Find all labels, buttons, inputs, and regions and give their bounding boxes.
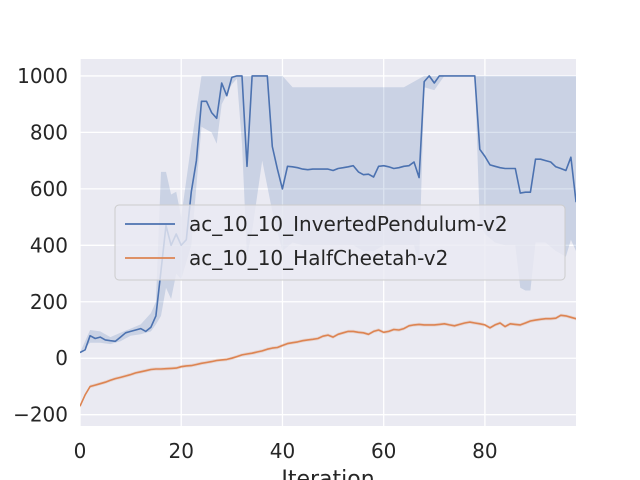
x-axis-label: Iteration: [281, 467, 374, 480]
x-tick-label: 80: [472, 439, 497, 463]
y-tick-label: 400: [30, 233, 68, 257]
series-line-1: [80, 314, 576, 407]
legend-box: [114, 204, 566, 281]
y-tick-label: −200: [13, 403, 68, 427]
y-tick-label: 1000: [17, 64, 68, 88]
y-tick-label: 800: [30, 120, 68, 144]
x-tick-label: 20: [168, 439, 193, 463]
y-tick-label: 200: [30, 290, 68, 314]
y-tick-label: 600: [30, 177, 68, 201]
x-tick-label: 0: [74, 439, 87, 463]
y-tick-label: 0: [55, 346, 68, 370]
x-tick-label: 60: [371, 439, 396, 463]
x-tick-label: 40: [270, 439, 295, 463]
legend-label-0: ac_10_10_InvertedPendulum-v2: [189, 212, 508, 236]
legend-label-1: ac_10_10_HalfCheetah-v2: [189, 246, 448, 270]
